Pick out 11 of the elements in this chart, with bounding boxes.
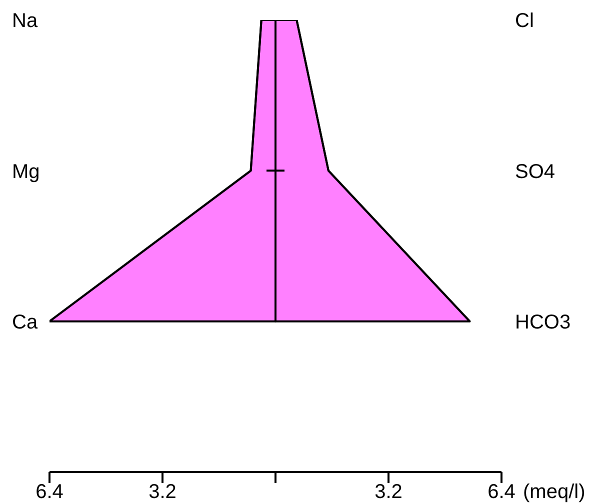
x-tick-label: 3.2 <box>374 481 402 504</box>
x-tick-label: 3.2 <box>148 481 176 504</box>
y-tick-label: Ca <box>12 311 38 334</box>
x-tick-label: 6.4 <box>36 481 64 504</box>
y2-tick-label: SO4 <box>515 160 556 183</box>
y-tick-label: Na <box>12 10 38 32</box>
y2-tick-label: Cl <box>515 10 534 32</box>
x-tick-label: 6.4 <box>488 481 516 504</box>
y-tick-label: Mg <box>12 160 40 183</box>
y2-tick-label: HCO3 <box>515 311 571 334</box>
x-axis-title: (meq/l) <box>523 481 586 504</box>
